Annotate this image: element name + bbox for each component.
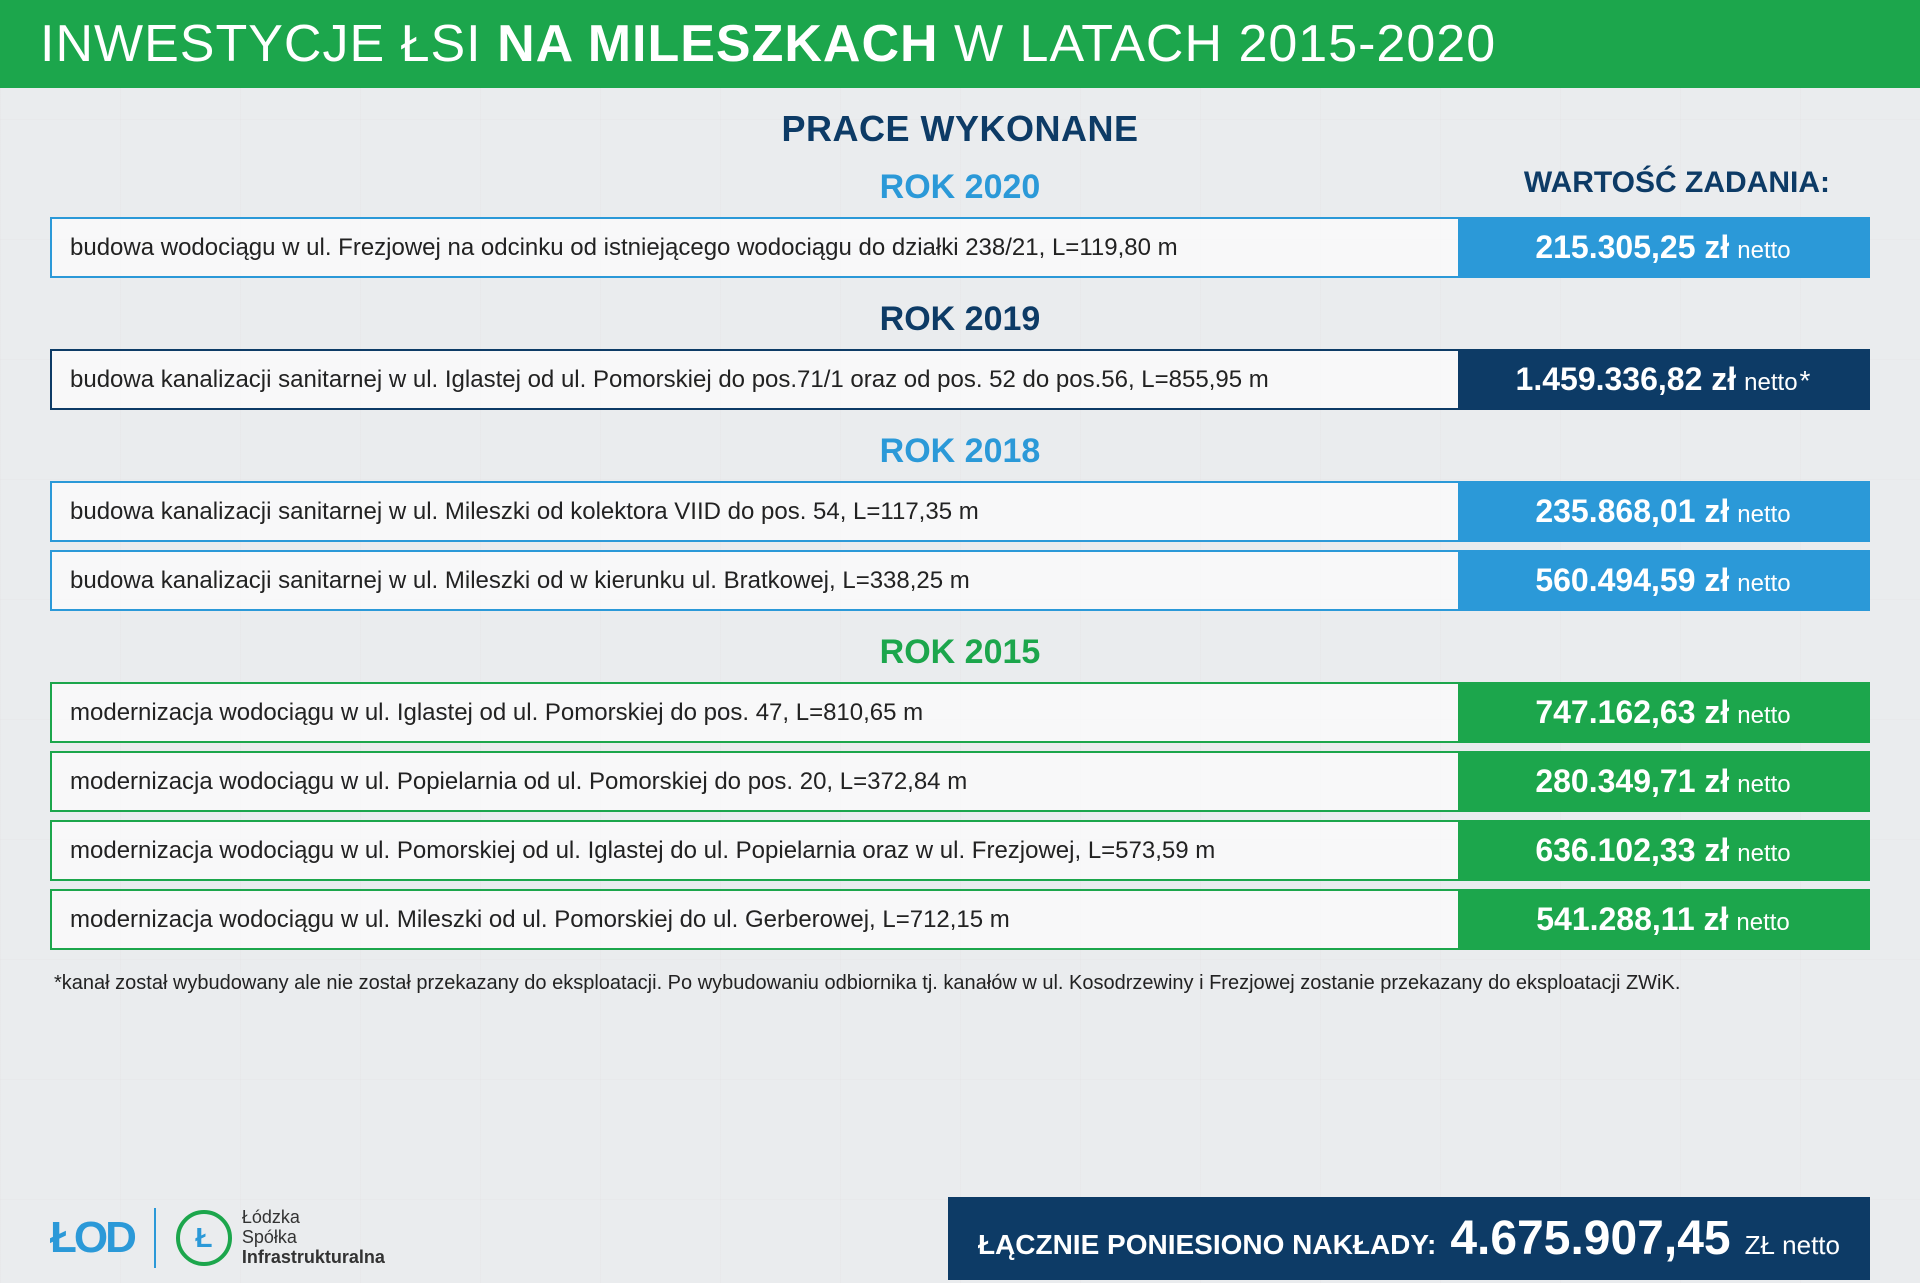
investment-description: budowa kanalizacji sanitarnej w ul. Mile…: [52, 552, 1458, 609]
amount: 560.494,59 zł: [1535, 562, 1729, 599]
investment-row: budowa wodociągu w ul. Frezjowej na odci…: [50, 217, 1870, 278]
investment-description: modernizacja wodociągu w ul. Pomorskiej …: [52, 822, 1458, 879]
header-text-bold: NA MILESZKACH: [497, 15, 939, 73]
year-block: ROK 2018 budowa kanalizacji sanitarnej w …: [50, 432, 1870, 611]
footer: ŁOD Ł Łódzka Spółka Infrastrukturalna ŁĄ…: [0, 1193, 1920, 1283]
unit: netto: [1736, 909, 1789, 937]
investment-row: modernizacja wodociągu w ul. Mileszki od…: [50, 889, 1870, 950]
lodz-logo: ŁOD: [50, 1213, 134, 1263]
investment-row: modernizacja wodociągu w ul. Iglastej od…: [50, 682, 1870, 743]
footer-logos: ŁOD Ł Łódzka Spółka Infrastrukturalna: [50, 1208, 385, 1268]
year-block: ROK 2019 budowa kanalizacji sanitarnej w …: [50, 300, 1870, 410]
footnote: *kanał został wybudowany ale nie został …: [50, 972, 1870, 995]
amount: 1.459.336,82 zł: [1516, 361, 1737, 398]
lsi-line1: Łódzka: [242, 1208, 385, 1228]
investment-row: budowa kanalizacji sanitarnej w ul. Igla…: [50, 349, 1870, 410]
investment-description: budowa kanalizacji sanitarnej w ul. Igla…: [52, 351, 1458, 408]
lsi-line2: Spółka: [242, 1228, 385, 1248]
amount: 215.305,25 zł: [1535, 229, 1729, 266]
task-value-label: WARTOŚĆ ZADANIA:: [1524, 166, 1830, 200]
investment-value: 235.868,01 zł netto: [1458, 483, 1868, 540]
lsi-logo-text: Łódzka Spółka Infrastrukturalna: [242, 1208, 385, 1267]
investment-value: 215.305,25 zł netto: [1458, 219, 1868, 276]
amount: 280.349,71 zł: [1535, 763, 1729, 800]
investment-description: budowa wodociągu w ul. Frezjowej na odci…: [52, 219, 1458, 276]
investment-row: modernizacja wodociągu w ul. Pomorskiej …: [50, 820, 1870, 881]
investment-description: modernizacja wodociągu w ul. Popielarnia…: [52, 753, 1458, 810]
logo-separator: [154, 1208, 156, 1268]
investment-value: 280.349,71 zł netto: [1458, 753, 1868, 810]
unit: netto: [1744, 369, 1797, 397]
unit: netto: [1737, 771, 1790, 799]
total-unit: ZŁ netto: [1745, 1230, 1840, 1261]
investment-value: 1.459.336,82 złnetto*: [1458, 351, 1868, 408]
header-title-bar: INWESTYCJE ŁSI NA MILESZKACH W LATACH 20…: [0, 0, 1920, 88]
investment-value: 541.288,11 zł netto: [1458, 891, 1868, 948]
unit: netto: [1737, 702, 1790, 730]
investment-value: 747.162,63 zł netto: [1458, 684, 1868, 741]
unit: netto: [1737, 237, 1790, 265]
total-amount: 4.675.907,45: [1450, 1211, 1730, 1266]
subtitle: PRACE WYKONANE: [50, 108, 1870, 150]
header-text-3: W LATACH 2015-2020: [939, 15, 1497, 73]
investment-value: 560.494,59 zł netto: [1458, 552, 1868, 609]
amount: 747.162,63 zł: [1535, 694, 1729, 731]
investment-description: budowa kanalizacji sanitarnej w ul. Mile…: [52, 483, 1458, 540]
investment-row: modernizacja wodociągu w ul. Popielarnia…: [50, 751, 1870, 812]
investment-row: budowa kanalizacji sanitarnej w ul. Mile…: [50, 550, 1870, 611]
year-block: ROK 2015 modernizacja wodociągu w ul. Igl…: [50, 633, 1870, 950]
content-area: PRACE WYKONANE WARTOŚĆ ZADANIA: ROK 2020…: [0, 88, 1920, 995]
unit: netto: [1737, 570, 1790, 598]
total-bar: ŁĄCZNIE PONIESIONO NAKŁADY: 4.675.907,45…: [948, 1197, 1870, 1280]
lsi-logo-circle: Ł: [176, 1210, 232, 1266]
unit: netto: [1737, 840, 1790, 868]
investment-row: budowa kanalizacji sanitarnej w ul. Mile…: [50, 481, 1870, 542]
unit: netto: [1737, 501, 1790, 529]
amount: 235.868,01 zł: [1535, 493, 1729, 530]
investment-description: modernizacja wodociągu w ul. Iglastej od…: [52, 684, 1458, 741]
years-container: ROK 2020budowa wodociągu w ul. Frezjowej…: [50, 168, 1870, 950]
year-title: ROK 2018: [50, 432, 1870, 471]
amount: 541.288,11 zł: [1536, 901, 1728, 938]
amount: 636.102,33 zł: [1535, 832, 1729, 869]
total-label: ŁĄCZNIE PONIESIONO NAKŁADY:: [978, 1229, 1436, 1261]
year-title: ROK 2015: [50, 633, 1870, 672]
lsi-line3: Infrastrukturalna: [242, 1248, 385, 1268]
year-title: ROK 2019: [50, 300, 1870, 339]
asterisk: *: [1800, 365, 1811, 397]
header-text-1: INWESTYCJE ŁSI: [40, 15, 497, 73]
lsi-logo: Ł Łódzka Spółka Infrastrukturalna: [176, 1208, 385, 1267]
investment-value: 636.102,33 zł netto: [1458, 822, 1868, 879]
investment-description: modernizacja wodociągu w ul. Mileszki od…: [52, 891, 1458, 948]
